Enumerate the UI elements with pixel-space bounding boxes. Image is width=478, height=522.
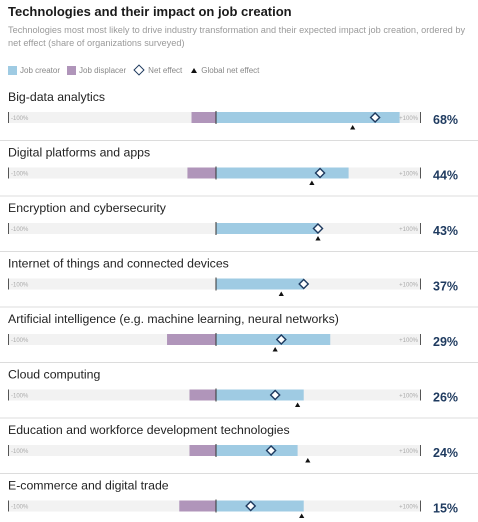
global-net-effect-triangle-icon bbox=[191, 67, 198, 73]
category-label: Cloud computing bbox=[8, 368, 100, 382]
net-effect-label: 44% bbox=[433, 169, 458, 183]
axis-min-label: -100% bbox=[11, 283, 29, 289]
job-displacer-bar bbox=[179, 500, 216, 512]
job-creator-bar bbox=[216, 223, 318, 234]
job-creator-bar bbox=[216, 167, 349, 179]
net-effect-marker bbox=[269, 389, 281, 401]
net-effect-label: 68% bbox=[433, 113, 458, 127]
net-effect-marker bbox=[275, 333, 287, 346]
global-net-effect-marker bbox=[305, 458, 311, 463]
bar-track bbox=[8, 223, 420, 234]
job-creator-bar bbox=[216, 334, 331, 345]
legend-label-global-net-effect: Global net effect bbox=[201, 65, 260, 75]
job-creator-bar bbox=[216, 278, 304, 290]
axis-max-label: +100% bbox=[399, 338, 419, 344]
axis-min-label: -100% bbox=[11, 505, 29, 511]
category-label: Big-data analytics bbox=[8, 90, 105, 104]
job-creator-bar bbox=[216, 445, 298, 456]
global-net-effect-marker bbox=[350, 125, 356, 130]
legend-label-net-effect: Net effect bbox=[148, 65, 183, 75]
job-displacer-bar bbox=[189, 445, 216, 456]
net-effect-marker bbox=[298, 278, 310, 290]
job-displacer-bar bbox=[191, 112, 216, 123]
job-creator-bar bbox=[216, 500, 304, 512]
job-creator-bar bbox=[216, 112, 400, 123]
global-net-effect-marker bbox=[299, 513, 305, 518]
net-effect-label: 37% bbox=[433, 280, 458, 294]
job-displacer-bar bbox=[167, 334, 216, 345]
job-displacer-bar bbox=[189, 389, 216, 401]
axis-max-label: +100% bbox=[399, 172, 419, 178]
axis-max-label: +100% bbox=[399, 394, 419, 400]
axis-max-label: +100% bbox=[399, 283, 419, 289]
net-effect-label: 15% bbox=[433, 502, 458, 516]
category-label: Artificial intelligence (e.g. machine le… bbox=[8, 312, 339, 326]
axis-min-label: -100% bbox=[11, 172, 29, 178]
global-net-effect-marker bbox=[295, 402, 301, 407]
legend-item-global-net-effect: Global net effect bbox=[189, 66, 259, 75]
job-displacer-bar bbox=[187, 167, 216, 179]
axis-min-label: -100% bbox=[11, 394, 29, 400]
axis-max-label: +100% bbox=[399, 505, 419, 511]
category-label: E-commerce and digital trade bbox=[8, 479, 169, 493]
legend-item-net-effect: Net effect bbox=[133, 64, 183, 76]
legend-swatch-job-creator bbox=[8, 65, 17, 75]
global-net-effect-marker bbox=[309, 180, 315, 185]
chart-title: Technologies and their impact on job cre… bbox=[8, 4, 292, 19]
chart-legend: Job creator Job displacer Net effect Glo… bbox=[8, 63, 266, 77]
global-net-effect-marker bbox=[315, 236, 321, 241]
axis-min-label: -100% bbox=[11, 116, 29, 122]
net-effect-marker bbox=[314, 167, 326, 179]
net-effect-marker bbox=[369, 111, 381, 124]
axis-max-label: +100% bbox=[399, 116, 419, 122]
category-label: Education and workforce development tech… bbox=[8, 423, 290, 437]
net-effect-label: 29% bbox=[433, 335, 458, 349]
category-label: Digital platforms and apps bbox=[8, 146, 150, 160]
legend-item-job-creator: Job creator bbox=[8, 65, 61, 75]
net-effect-label: 43% bbox=[433, 224, 458, 238]
job-creator-bar bbox=[216, 389, 304, 401]
legend-item-job-displacer: Job displacer bbox=[67, 65, 127, 75]
axis-min-label: -100% bbox=[11, 338, 29, 344]
legend-swatch-job-displacer bbox=[67, 65, 77, 75]
global-net-effect-marker bbox=[278, 291, 284, 296]
net-effect-label: 26% bbox=[433, 391, 458, 405]
bar-track bbox=[8, 278, 420, 290]
net-effect-label: 24% bbox=[433, 446, 458, 460]
legend-label-job-displacer: Job displacer bbox=[79, 65, 127, 75]
net-effect-marker bbox=[265, 444, 277, 457]
global-net-effect-marker bbox=[272, 347, 278, 352]
axis-min-label: -100% bbox=[11, 227, 29, 233]
legend-label-job-creator: Job creator bbox=[20, 65, 61, 75]
chart-subtitle: Technologies most most likely to drive i… bbox=[8, 25, 466, 48]
axis-max-label: +100% bbox=[399, 227, 419, 233]
axis-min-label: -100% bbox=[11, 449, 29, 455]
category-label: Internet of things and connected devices bbox=[8, 257, 229, 271]
category-label: Encryption and cybersecurity bbox=[8, 201, 167, 215]
net-effect-marker bbox=[245, 500, 257, 512]
axis-max-label: +100% bbox=[399, 449, 419, 455]
net-effect-marker bbox=[312, 222, 324, 235]
